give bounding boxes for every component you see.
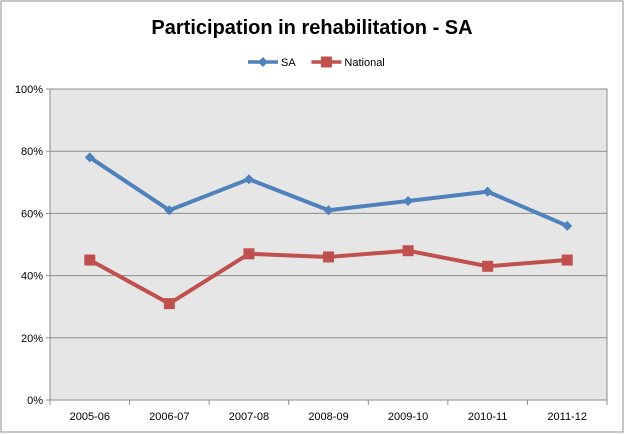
y-tick-label: 0% bbox=[27, 395, 43, 407]
legend-swatch-marker bbox=[320, 56, 332, 68]
data-point-sa bbox=[243, 174, 254, 185]
data-point-sa bbox=[403, 195, 414, 206]
data-point-national bbox=[84, 254, 96, 266]
y-tick-label: 20% bbox=[21, 333, 43, 345]
data-point-national bbox=[163, 298, 175, 310]
series-sa bbox=[84, 152, 573, 231]
x-tick-label: 2008-09 bbox=[308, 411, 348, 423]
y-tick-label: 60% bbox=[21, 208, 43, 220]
data-point-sa bbox=[323, 205, 334, 216]
y-axis: 0% 20% 40% 60% 80% 100% bbox=[15, 84, 50, 407]
series-layer bbox=[84, 152, 573, 310]
y-tick-label: 40% bbox=[21, 271, 43, 283]
data-point-sa bbox=[562, 220, 573, 231]
legend-label: SA bbox=[281, 57, 296, 69]
gridlines bbox=[50, 150, 607, 339]
x-tick-label: 2009-10 bbox=[388, 411, 428, 423]
data-point-national bbox=[402, 245, 414, 257]
x-tick-label: 2006-07 bbox=[149, 411, 189, 423]
legend-label: National bbox=[344, 57, 384, 69]
series-national bbox=[84, 245, 573, 310]
data-point-national bbox=[561, 254, 573, 266]
x-tick-label: 2007-08 bbox=[229, 411, 269, 423]
data-point-sa bbox=[482, 186, 493, 197]
legend-swatch-marker bbox=[258, 57, 268, 67]
data-point-national bbox=[243, 248, 255, 260]
x-tick-label: 2011-12 bbox=[547, 411, 587, 423]
data-point-sa bbox=[84, 152, 95, 163]
x-tick-label: 2005-06 bbox=[70, 411, 110, 423]
chart-title: Participation in rehabilitation - SA bbox=[151, 17, 472, 39]
legend-item-sa: SA bbox=[248, 57, 296, 69]
data-point-sa bbox=[164, 205, 175, 216]
legend-item-national: National bbox=[311, 56, 385, 69]
legend: SA National bbox=[248, 56, 385, 69]
y-tick-label: 80% bbox=[21, 146, 43, 158]
x-axis: 2005-06 2006-07 2007-08 2008-09 2009-10 2010-… bbox=[49, 400, 608, 423]
data-point-national bbox=[482, 260, 494, 272]
x-tick-label: 2010-11 bbox=[468, 411, 508, 423]
data-point-national bbox=[323, 251, 334, 263]
y-tick-label: 100% bbox=[15, 84, 43, 96]
plot-area bbox=[49, 88, 608, 401]
